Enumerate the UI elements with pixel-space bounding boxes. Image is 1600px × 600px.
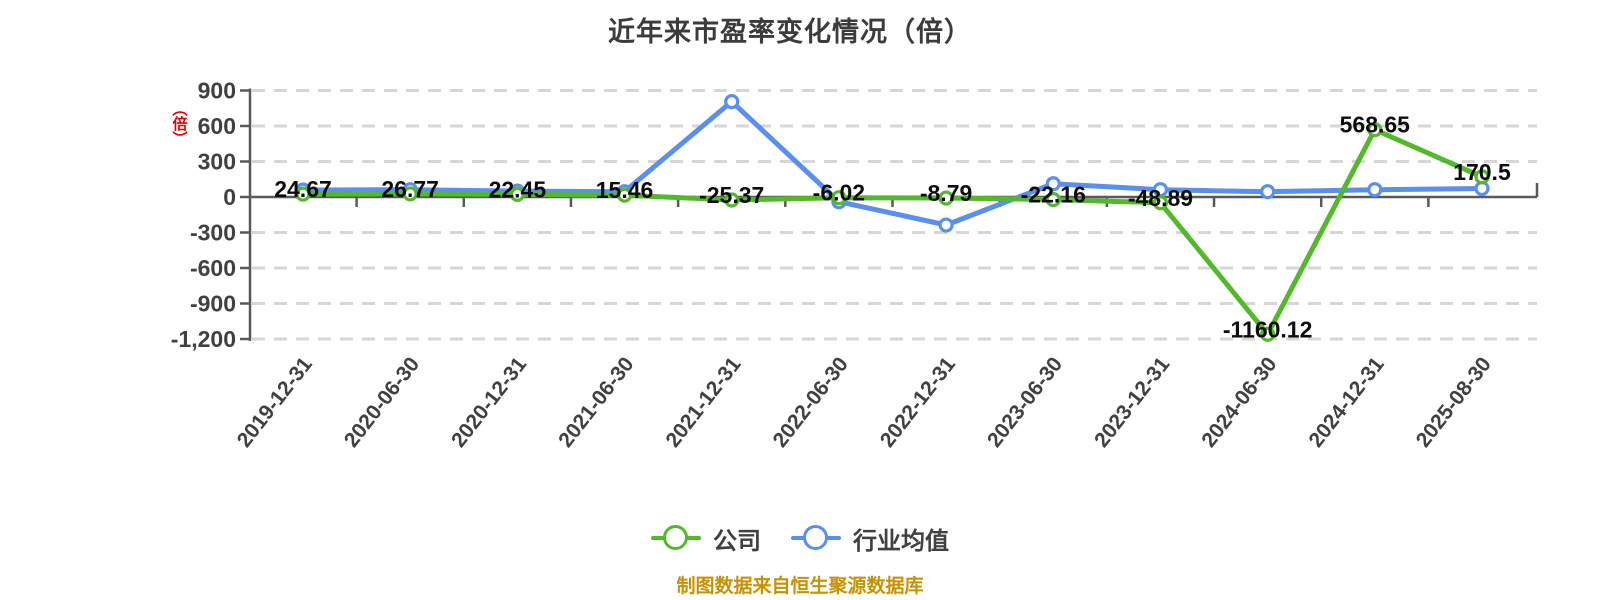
data-label: 170.5: [1453, 159, 1511, 185]
x-axis-label: 2023-06-30: [983, 353, 1067, 452]
y-axis-unit-label: （倍）: [170, 101, 188, 146]
series-line-industry: [300, 99, 1485, 228]
x-axis-label: 2024-06-30: [1197, 353, 1281, 452]
company-data-point: [938, 190, 954, 206]
company-data-point: [724, 192, 740, 208]
industry-data-point: [1367, 182, 1383, 198]
series-line-company: [300, 127, 1485, 337]
company-data-point: [1260, 326, 1276, 342]
data-label: -6.02: [813, 180, 865, 206]
y-axis-label: 900: [198, 78, 236, 104]
data-label: -22.16: [1021, 182, 1086, 208]
y-axis-label: 0: [223, 184, 236, 210]
company-data-point: [402, 186, 418, 202]
industry-marker-circle-icon: [803, 525, 828, 550]
data-label: -8.79: [920, 180, 972, 206]
x-axis-label: 2020-06-30: [340, 353, 424, 452]
industry-data-point: [724, 94, 740, 110]
data-label: 568.65: [1340, 112, 1411, 138]
company-data-point: [509, 186, 525, 202]
company-data-point: [616, 187, 633, 203]
x-axis-label: 2021-12-31: [661, 353, 745, 452]
chart-legend: 公司 行业均值: [0, 520, 1600, 556]
industry-data-point: [938, 217, 954, 233]
industry-line-icon: [791, 525, 841, 550]
company-data-point: [1367, 122, 1383, 138]
legend-item-industry-average[interactable]: 行业均值: [791, 521, 949, 556]
legend-label-industry-average: 行业均值: [853, 527, 949, 555]
company-line-icon: [651, 525, 701, 550]
x-axis-label: 2024-12-31: [1304, 353, 1388, 452]
company-data-point: [1045, 192, 1061, 208]
company-data-point: [1474, 169, 1490, 185]
chart-title: 近年来市盈率变化情况（倍）: [608, 17, 972, 47]
industry-data-point: [1045, 176, 1061, 192]
data-label: 22.45: [489, 176, 547, 202]
legend-item-company[interactable]: 公司: [651, 521, 761, 556]
y-axis-label: -900: [190, 291, 236, 317]
y-axis-label: 300: [198, 149, 236, 175]
y-axis-label: -1,200: [171, 326, 236, 352]
data-source-note: 制图数据来自恒生聚源数据库: [676, 576, 924, 597]
industry-data-point: [1260, 184, 1276, 200]
y-axis-label: 600: [198, 113, 236, 139]
y-axis-label: -600: [190, 255, 236, 281]
legend-label-company: 公司: [713, 527, 761, 555]
company-marker-circle-icon: [663, 525, 688, 550]
company-data-point: [1152, 195, 1169, 211]
y-axis-label: -300: [190, 220, 236, 246]
x-axis-label: 2022-12-31: [876, 353, 960, 452]
x-axis-label: 2023-12-31: [1090, 353, 1174, 452]
company-data-point: [831, 190, 847, 206]
data-label: 15.46: [596, 177, 654, 203]
data-label: 26.77: [381, 176, 439, 202]
data-label: -25.37: [699, 182, 764, 208]
x-axis-label: 2022-06-30: [769, 353, 853, 452]
data-label: -48.89: [1128, 185, 1193, 211]
x-axis-label: 2019-12-31: [233, 353, 317, 452]
x-axis-label: 2021-06-30: [554, 353, 638, 452]
data-label: -1160.12: [1223, 316, 1313, 342]
x-axis-label: 2025-08-30: [1412, 353, 1496, 452]
data-label: 24.67: [274, 176, 332, 202]
x-axis-label: 2020-12-31: [447, 353, 531, 452]
company-data-point: [295, 186, 311, 202]
